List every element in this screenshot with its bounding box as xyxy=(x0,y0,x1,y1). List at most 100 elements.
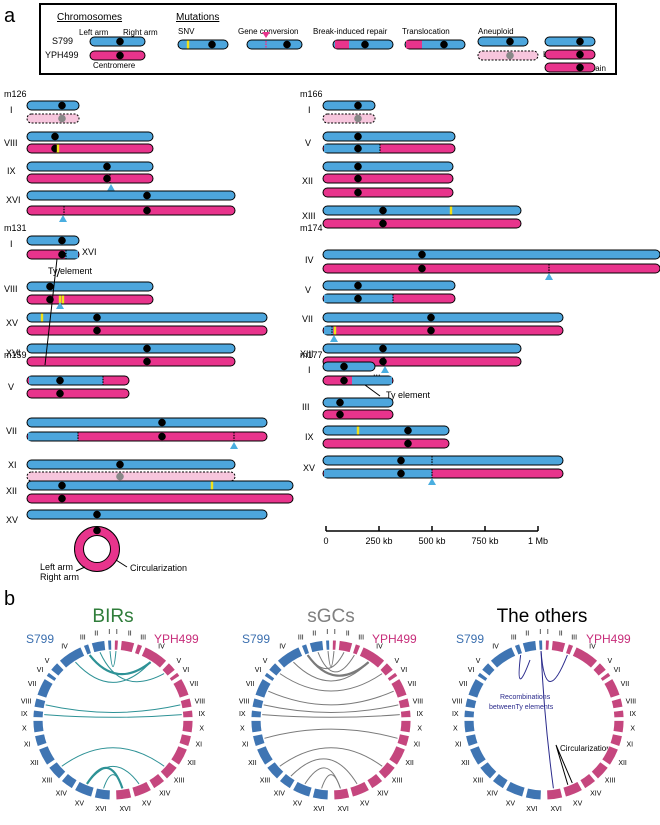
circos-chromosome-segment xyxy=(358,646,386,669)
legend-gc-triangle xyxy=(262,32,270,38)
circos-chromosome-label: VII xyxy=(408,681,417,688)
centromere xyxy=(379,206,387,215)
chrom-label: VII xyxy=(6,426,17,436)
gene-conversion-triangle xyxy=(545,273,553,280)
centromere xyxy=(379,344,387,353)
snv-marker xyxy=(61,295,65,304)
centromere xyxy=(116,460,124,469)
legend-aneuploid: Aneuploid xyxy=(478,27,514,36)
circos-link xyxy=(75,661,151,683)
circos-link xyxy=(264,728,398,739)
scale-tick-label: 250 kb xyxy=(365,536,392,546)
centromere xyxy=(576,37,584,46)
circos-link xyxy=(44,714,182,718)
chromosome-bar xyxy=(322,187,454,198)
legend-centromere: Centromere xyxy=(93,61,136,70)
circos-chromosome-segment xyxy=(131,780,152,798)
circos-link xyxy=(263,704,399,713)
centromere xyxy=(143,206,151,215)
circos-chromosome-label: VI xyxy=(401,667,408,674)
centromere xyxy=(506,51,514,60)
centromere xyxy=(354,188,362,197)
circos-chromosome-label: II xyxy=(346,631,350,638)
gene-conversion-triangle xyxy=(59,215,67,222)
chromosome-bar xyxy=(26,190,236,201)
centromere xyxy=(58,250,66,259)
circos-link xyxy=(88,654,152,676)
circos-chromosome-label: VIII xyxy=(239,699,250,706)
chromosome-bar xyxy=(26,100,80,111)
circos-chromosome-segment xyxy=(113,639,119,651)
chromosome-bar xyxy=(26,113,80,124)
circos-chromosome-label: XIII xyxy=(42,778,53,785)
circos-chromosome-label: XI xyxy=(626,742,633,749)
chromosome-bar xyxy=(322,100,376,111)
circos-chromosome-label: XIV xyxy=(56,790,68,797)
chromosome-bar xyxy=(322,343,522,354)
chromosome-bar xyxy=(322,218,522,229)
circos-chromosome-segment xyxy=(119,640,136,654)
circos-chromosome-segment xyxy=(278,772,296,790)
circos-chromosome-label: XII xyxy=(248,760,257,767)
chrom-label: I xyxy=(10,239,13,249)
circos-chromosome-label: V xyxy=(608,658,613,665)
chromosome-bar xyxy=(322,161,454,172)
centromere xyxy=(58,494,66,503)
circos-chromosome-segment xyxy=(352,643,362,656)
chromosome-bar xyxy=(322,438,450,449)
circos-link xyxy=(45,704,181,713)
circos-chromosome-segment xyxy=(612,720,625,734)
circos-chromosome-segment xyxy=(148,772,166,790)
circos-chromosome-segment xyxy=(613,709,625,719)
centromere xyxy=(143,357,151,366)
circos-chromosome-segment xyxy=(292,780,313,798)
legend-trans-segment xyxy=(406,40,422,49)
circos-link xyxy=(518,655,531,680)
circos-chromosome-segment xyxy=(90,640,107,654)
circos-title-others: The others xyxy=(497,606,588,627)
circos-chromosome-segment xyxy=(36,678,54,699)
circos-chromosome-label: V xyxy=(476,658,481,665)
snv-marker xyxy=(449,206,453,215)
centromere xyxy=(340,362,348,371)
chromosome-bar xyxy=(322,280,456,291)
circos-sgc: I IIIIIIVVVIVIIVIIIIXXXIXIIXIIIXIVXVXVIII… xyxy=(239,629,423,813)
centromere xyxy=(56,376,64,385)
circos-chromosome-label: IX xyxy=(198,711,205,718)
centromere xyxy=(116,37,124,46)
gene-conversion-triangle xyxy=(428,478,436,485)
circos-chromosome-segment xyxy=(579,772,597,790)
circos-chromosome-segment xyxy=(256,745,274,766)
snv-marker xyxy=(333,326,337,335)
circos-chromosome-segment xyxy=(48,761,67,780)
legend-bir: Break-induced repair xyxy=(313,27,388,36)
circos-chromosome-segment xyxy=(562,780,583,798)
circos-left-strain: S799 xyxy=(242,632,270,646)
legend-translocation: Translocation xyxy=(402,27,450,36)
circos-chromosome-label: XII xyxy=(405,760,414,767)
circos-chromosome-label: V xyxy=(45,658,50,665)
circos-chromosome-segment xyxy=(331,639,337,651)
ty-element-label: Ty element xyxy=(386,390,431,400)
circos-chromosome-segment xyxy=(300,643,310,656)
circos-chromosome-label: II xyxy=(94,631,98,638)
centromere xyxy=(404,426,412,435)
chromosome-bar xyxy=(26,131,154,142)
circos-chromosome-label: I xyxy=(116,629,118,636)
chromosome-bar xyxy=(322,113,376,124)
circos-chromosome-label: XII xyxy=(618,760,627,767)
circos-chromosome-segment xyxy=(609,733,623,748)
strain-label-m126: m126 xyxy=(4,89,27,99)
centromere xyxy=(56,389,64,398)
centromere xyxy=(93,326,101,335)
circos-chromosome-segment xyxy=(252,733,266,748)
circos-chromosome-label: XVI xyxy=(526,806,537,813)
circos-chromosome-segment xyxy=(390,678,408,699)
bir-segment xyxy=(324,326,333,335)
chromosome-bar xyxy=(322,455,564,466)
legend-aneu-bar xyxy=(477,36,529,47)
circos-chromosome-segment xyxy=(388,745,406,766)
circos-chromosome-segment xyxy=(93,787,111,801)
centromere xyxy=(354,144,362,153)
chrom-label: IX xyxy=(305,432,314,442)
